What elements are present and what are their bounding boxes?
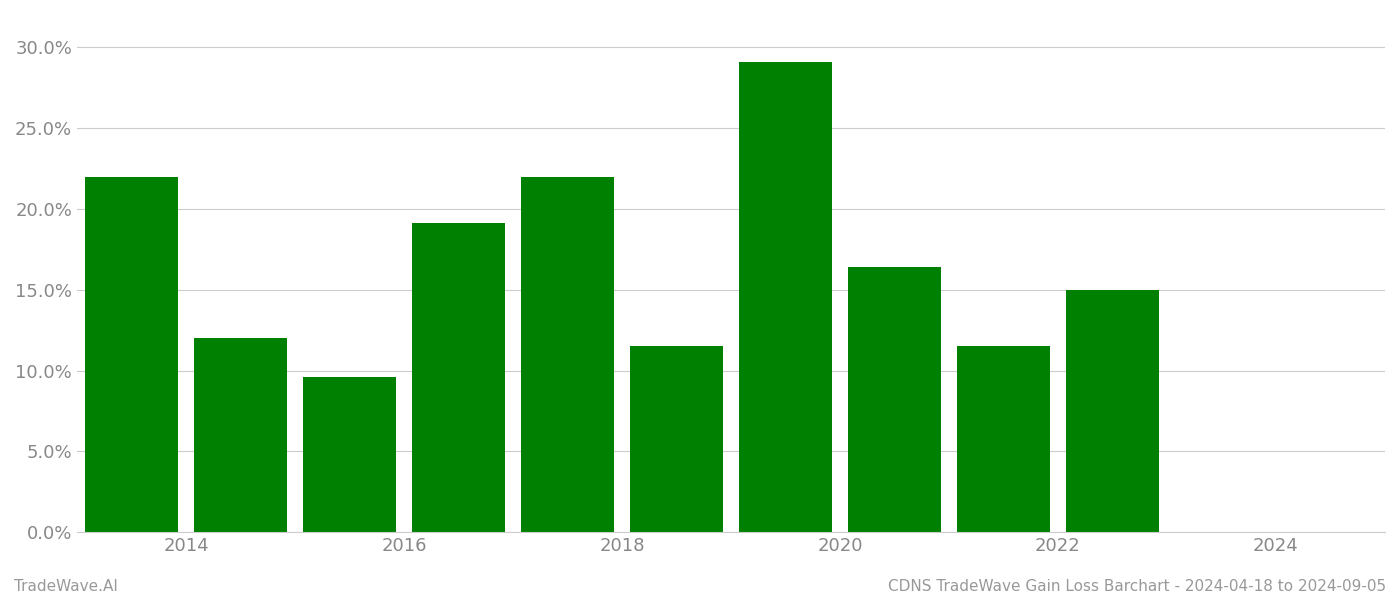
Text: TradeWave.AI: TradeWave.AI [14, 579, 118, 594]
Bar [85, 176, 178, 532]
Bar [304, 377, 396, 532]
Bar [412, 223, 505, 532]
Bar [521, 176, 613, 532]
Bar [958, 346, 1050, 532]
Bar [1067, 290, 1159, 532]
Bar [630, 346, 722, 532]
Bar [739, 62, 832, 532]
Bar [195, 338, 287, 532]
Bar [848, 267, 941, 532]
Text: CDNS TradeWave Gain Loss Barchart - 2024-04-18 to 2024-09-05: CDNS TradeWave Gain Loss Barchart - 2024… [888, 579, 1386, 594]
